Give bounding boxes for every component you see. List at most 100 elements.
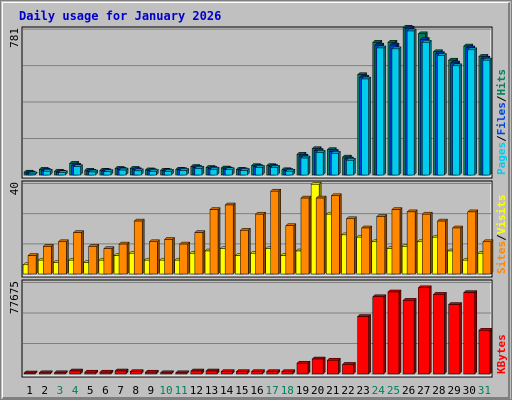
bar-pages bbox=[300, 155, 311, 176]
bar-pages bbox=[361, 76, 372, 176]
x-tick-label: 26 bbox=[402, 384, 415, 397]
bar-sites bbox=[406, 209, 418, 275]
bar-sites bbox=[285, 223, 297, 275]
chart-title: Daily usage for January 2026 bbox=[19, 9, 221, 23]
legend-separator: / bbox=[495, 135, 508, 142]
x-tick-label: 23 bbox=[357, 384, 370, 397]
bar-pages bbox=[194, 165, 205, 176]
bar-kbytes bbox=[341, 361, 357, 375]
legend-files: Files bbox=[495, 102, 508, 135]
bar-kbytes bbox=[417, 285, 432, 375]
x-tick-label: 31 bbox=[478, 384, 491, 397]
bar-pages bbox=[345, 157, 357, 176]
x-tick-label: 16 bbox=[250, 384, 263, 397]
legend-kbytes: KBytes bbox=[495, 334, 508, 374]
bar-sites bbox=[361, 225, 373, 275]
bar-pages bbox=[315, 149, 326, 176]
bar-pages bbox=[254, 164, 266, 176]
bar-sites bbox=[57, 239, 70, 275]
bar-sites bbox=[330, 193, 342, 275]
x-tick-label: 24 bbox=[372, 384, 386, 397]
bar-sites bbox=[194, 229, 206, 275]
x-tick-label: 6 bbox=[102, 384, 109, 397]
bar-kbytes bbox=[326, 357, 341, 375]
bar-kbytes bbox=[266, 369, 281, 375]
x-tick-label: 5 bbox=[87, 384, 94, 397]
bar-pages bbox=[482, 57, 493, 176]
bar-sites bbox=[209, 206, 221, 275]
bar-sites bbox=[345, 216, 358, 275]
bar-pages bbox=[118, 167, 129, 176]
x-tick-label: 13 bbox=[205, 384, 218, 397]
legend-visits-sites: Sites/Visits bbox=[495, 195, 508, 275]
bar-sites bbox=[72, 229, 85, 275]
bar-sites bbox=[482, 239, 494, 275]
legend-sites: Sites bbox=[495, 241, 508, 274]
x-tick-label: 15 bbox=[235, 384, 248, 397]
bar-pages bbox=[330, 150, 341, 176]
x-tick-label: 25 bbox=[387, 384, 400, 397]
bar-pages bbox=[224, 167, 235, 176]
x-tick-label: 3 bbox=[57, 384, 64, 397]
bar-kbytes bbox=[387, 289, 402, 375]
x-tick-label: 20 bbox=[311, 384, 324, 397]
bar-pages bbox=[148, 168, 159, 176]
bar-kbytes bbox=[99, 369, 114, 375]
bar-pages bbox=[391, 46, 402, 176]
x-tick-label: 18 bbox=[281, 384, 294, 397]
bar-kbytes bbox=[175, 370, 190, 375]
panel-visits-sites: 40 Sites/Visits bbox=[8, 180, 508, 278]
bar-kbytes bbox=[205, 368, 220, 375]
bar-kbytes bbox=[372, 294, 387, 375]
bar-kbytes bbox=[144, 369, 159, 375]
x-axis-day-labels: 1 2 3 4 5 6 7 8 9 10 11 12 13 14 15 16 17 18 19 20 21 22 23 24 2… bbox=[26, 384, 491, 397]
bar-kbytes bbox=[129, 369, 144, 375]
legend-kbytes: KBytes bbox=[495, 334, 508, 374]
bar-pages bbox=[209, 166, 220, 176]
legend-pages: Pages bbox=[495, 142, 508, 175]
bar-pages bbox=[88, 169, 99, 176]
x-tick-label: 17 bbox=[266, 384, 279, 397]
bar-kbytes bbox=[84, 369, 99, 375]
bar-sites bbox=[451, 225, 464, 275]
bar-kbytes bbox=[402, 297, 417, 375]
bar-sites bbox=[148, 239, 160, 275]
bar-kbytes bbox=[357, 313, 372, 375]
bar-kbytes bbox=[447, 301, 463, 375]
bar-kbytes bbox=[478, 327, 493, 375]
y-max-label: 781 bbox=[8, 28, 21, 48]
panel-kbytes: 77675 KBytes bbox=[8, 279, 508, 378]
x-tick-label: 29 bbox=[447, 384, 460, 397]
series-kbytes bbox=[23, 285, 493, 375]
legend-hits-files-pages: Pages/Files/Hits bbox=[495, 69, 508, 175]
bar-kbytes bbox=[281, 369, 296, 375]
bar-sites bbox=[163, 236, 176, 275]
bar-pages bbox=[451, 63, 463, 176]
bar-pages bbox=[133, 168, 144, 176]
x-tick-label: 12 bbox=[190, 384, 203, 397]
series-visits bbox=[22, 181, 489, 275]
x-tick-label: 1 bbox=[26, 384, 33, 397]
bar-pages bbox=[163, 168, 175, 176]
bar-sites bbox=[179, 241, 191, 275]
legend-visits: Visits bbox=[495, 195, 508, 235]
bar-kbytes bbox=[38, 370, 53, 375]
legend-separator: / bbox=[495, 95, 508, 102]
bar-pages bbox=[27, 171, 38, 176]
bar-pages bbox=[72, 164, 84, 176]
x-tick-label: 4 bbox=[72, 384, 79, 397]
chart-panels: 781Pages/Files/Hits40Sites/Visits77675KB… bbox=[8, 24, 508, 378]
x-tick-label: 21 bbox=[326, 384, 339, 397]
bar-kbytes bbox=[311, 356, 326, 375]
legend-hits: Hits bbox=[495, 69, 508, 96]
bar-sites bbox=[103, 246, 115, 275]
x-tick-label: 10 bbox=[159, 384, 172, 397]
bar-kbytes bbox=[235, 369, 250, 375]
bar-pages bbox=[406, 28, 417, 176]
series-sites bbox=[27, 188, 494, 275]
bar-sites bbox=[376, 213, 388, 275]
bar-kbytes bbox=[114, 368, 129, 375]
bar-sites bbox=[254, 211, 267, 275]
bar-kbytes bbox=[190, 368, 205, 375]
